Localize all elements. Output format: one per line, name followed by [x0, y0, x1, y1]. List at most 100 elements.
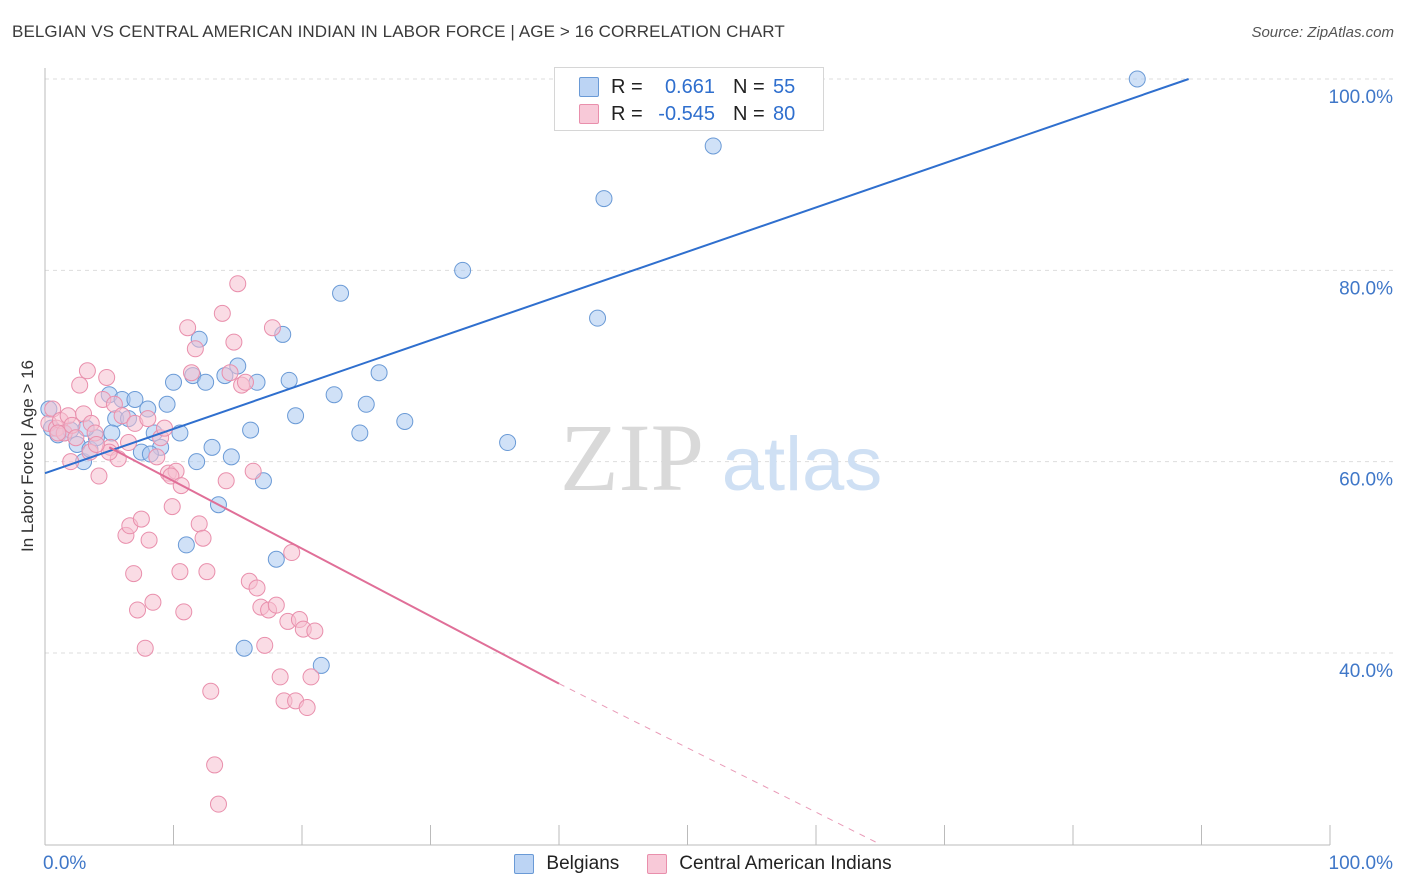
legend-r-value: -0.545 [658, 102, 715, 125]
belgian-point [595, 190, 613, 208]
gridlines [45, 78, 1395, 654]
belgian-point [499, 434, 517, 452]
belgian-point [704, 137, 722, 155]
cai-point [202, 682, 220, 700]
cai-point [213, 304, 231, 322]
belgian-point [332, 284, 350, 302]
source-credit: Source: ZipAtlas.com [1251, 24, 1394, 41]
tick-labels: 40.0% 60.0% 80.0% 100.0% 0.0% 100.0% [43, 87, 1393, 874]
cai-point [306, 622, 324, 640]
legend-n-value: 80 [773, 102, 796, 125]
legend-r-label: R = [611, 102, 643, 125]
legend-swatch-belgians [579, 77, 599, 97]
belgian-point [287, 407, 305, 425]
cai-point [256, 636, 274, 654]
belgian-point [188, 453, 206, 471]
cai-point [221, 364, 239, 382]
legend-item-belgians[interactable]: Belgians [514, 853, 619, 875]
legend-swatch-belgians [514, 854, 535, 874]
belgian-point [203, 438, 221, 456]
legend-row-cai: R = -0.545 N = 80 [579, 102, 795, 126]
legend-r-label: R = [611, 75, 643, 98]
cai-point [67, 429, 85, 447]
cai-point [186, 340, 204, 358]
cai-point [229, 275, 247, 293]
cai-point [283, 544, 301, 562]
cai-point [71, 376, 89, 394]
legend-swatch-cai [647, 854, 668, 874]
cai-point [129, 601, 147, 619]
cai-point [236, 373, 254, 391]
axes [44, 68, 1331, 846]
chart-title: BELGIAN VS CENTRAL AMERICAN INDIAN IN LA… [12, 22, 785, 41]
belgian-point [197, 373, 215, 391]
belgian-point [158, 395, 176, 413]
cai-point [136, 639, 154, 657]
trend-lines [44, 78, 1189, 845]
belgian-point [165, 373, 182, 391]
cai-point [49, 424, 67, 442]
y-tick-label: 100.0% [1329, 87, 1394, 108]
cai-point [113, 407, 131, 425]
x-tick-label: 100.0% [1329, 853, 1394, 874]
cai-point [267, 596, 285, 614]
legend-row-belgians: R = 0.661 N = 55 [579, 75, 795, 99]
cai-point [271, 668, 289, 686]
series-legend: Belgians Central American Indians [0, 853, 1406, 875]
cai-point [244, 462, 262, 480]
legend-label-cai: Central American Indians [679, 853, 892, 874]
legend-n-value: 55 [773, 75, 796, 98]
watermark-zip: ZIP [560, 404, 704, 511]
x-tick-label: 0.0% [43, 853, 86, 874]
cai-point [179, 319, 197, 337]
y-tick-label: 80.0% [1339, 278, 1393, 299]
cai-trend-extension [558, 683, 881, 845]
legend-label-belgians: Belgians [546, 853, 620, 874]
belgian-point [267, 550, 285, 568]
belgian-trend-line [44, 78, 1189, 475]
cai-point [125, 565, 143, 583]
belgian-point [280, 371, 298, 389]
cai-point [225, 333, 243, 351]
cai-point [206, 756, 224, 774]
points [40, 70, 1146, 813]
cai-point [98, 368, 116, 386]
belgian-point [126, 390, 144, 408]
belgian-point [589, 309, 607, 327]
cai-point [194, 529, 212, 547]
cai-point [298, 699, 316, 717]
belgian-point [370, 364, 388, 382]
y-tick-label: 60.0% [1339, 470, 1393, 491]
belgian-point [312, 656, 330, 674]
belgian-point [1128, 70, 1146, 88]
cai-point [144, 593, 162, 611]
cai-point [171, 563, 189, 581]
belgian-point [103, 424, 121, 442]
cai-point [217, 472, 235, 490]
cai-point [209, 795, 227, 813]
cai-point [182, 364, 200, 382]
belgian-point [242, 421, 260, 439]
legend-swatch-cai [579, 104, 599, 124]
cai-point [190, 515, 208, 533]
belgian-point [351, 424, 369, 442]
belgian-point [235, 639, 253, 657]
cai-point [198, 563, 216, 581]
cai-point [139, 410, 157, 428]
belgian-point [357, 395, 375, 413]
cai-point [87, 435, 105, 453]
cai-point [140, 531, 158, 549]
watermark-atlas: atlas [722, 422, 883, 507]
cai-point [132, 510, 150, 528]
cai-trend-line [108, 446, 560, 685]
legend-item-cai[interactable]: Central American Indians [647, 853, 892, 875]
y-tick-label: 40.0% [1339, 661, 1393, 682]
legend-n-label: N = [733, 102, 765, 125]
belgian-point [177, 536, 195, 554]
belgian-point [454, 261, 472, 279]
belgian-point [325, 386, 343, 404]
cai-point [302, 668, 320, 686]
cai-point [163, 498, 181, 516]
cai-point [263, 319, 281, 337]
cai-point [90, 467, 108, 485]
